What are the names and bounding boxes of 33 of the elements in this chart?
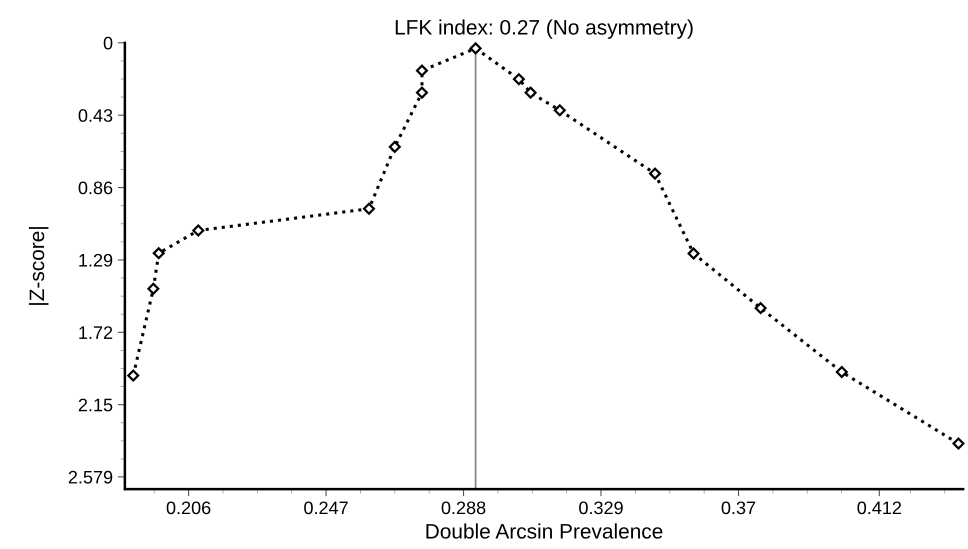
x-tick-label: 0.206	[166, 501, 210, 514]
y-tick-label: 1.72	[79, 326, 112, 339]
x-tick-label: 0.288	[442, 501, 486, 514]
y-tick-label: 2.579	[68, 470, 112, 484]
x-tick-label: 0.247	[304, 501, 348, 514]
point	[554, 104, 566, 116]
point	[192, 224, 204, 236]
point	[362, 202, 375, 215]
x-tick-label: 0.412	[857, 501, 902, 514]
point	[416, 64, 428, 77]
y-axis-title: |Z-score|	[28, 227, 48, 305]
y-tick-label: 1.29	[79, 254, 112, 267]
point	[152, 247, 165, 260]
point	[754, 302, 767, 314]
x-tick-label: 0.37	[722, 501, 756, 514]
x-tick-label: 0.329	[579, 501, 623, 514]
point	[416, 86, 428, 99]
point	[524, 86, 537, 99]
y-tick-label: 2.15	[78, 398, 112, 412]
x-axis-title: Double Arcsin Prevalence	[426, 523, 662, 539]
point	[388, 140, 401, 153]
point	[147, 282, 160, 295]
chart-title: LFK index: 0.27 (No asymmetry)	[396, 19, 693, 39]
y-tick-label: 0.43	[78, 109, 112, 122]
y-tick-label: 0.86	[78, 181, 112, 194]
y-tick-label: 0	[104, 36, 112, 50]
point	[836, 366, 848, 378]
point	[512, 73, 525, 86]
point	[127, 370, 140, 382]
point	[952, 438, 964, 450]
point	[470, 42, 482, 54]
point	[648, 168, 662, 180]
point	[688, 248, 700, 260]
